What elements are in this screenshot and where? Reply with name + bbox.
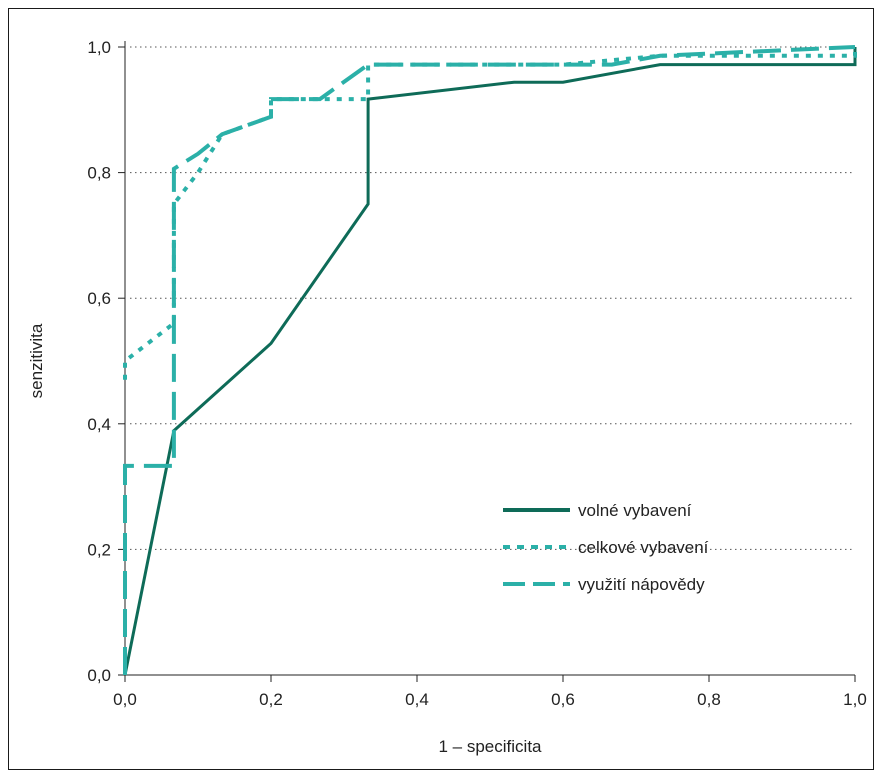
series-line-3 [123, 45, 856, 675]
legend-label: celkové vybavení [578, 538, 709, 557]
y-tick-label: 0,4 [87, 415, 111, 434]
y-tick-label: 1,0 [87, 38, 111, 57]
y-tick-label: 0,0 [87, 666, 111, 685]
axes [124, 41, 855, 676]
grid-lines [130, 46, 855, 550]
y-tick-label: 0,2 [87, 540, 111, 559]
x-tick-label: 0,4 [405, 690, 429, 709]
x-axis-label: 1 – specificita [439, 737, 543, 756]
chart-frame [8, 8, 874, 770]
legend: volné vybavení celkové vybavení využití ná… [503, 501, 709, 594]
legend-label: využití nápovědy [578, 575, 705, 594]
x-tick-label: 0,0 [113, 690, 137, 709]
y-axis-label: senzitivita [27, 323, 46, 398]
x-tick-label: 0,6 [551, 690, 575, 709]
y-tick-label: 0,8 [87, 164, 111, 183]
legend-label: volné vybavení [578, 501, 692, 520]
x-tick-label: 0,8 [697, 690, 721, 709]
series-lines [123, 45, 857, 676]
x-tick-label: 0,2 [259, 690, 283, 709]
series-line-2 [123, 47, 857, 380]
y-axis-ticks: 0,0 0,2 0,4 0,6 0,8 1,0 [87, 38, 125, 685]
x-axis-ticks: 0,0 0,2 0,4 0,6 0,8 1,0 [113, 675, 867, 709]
series-line-1 [123, 47, 857, 676]
x-tick-label: 1,0 [843, 690, 867, 709]
y-tick-label: 0,6 [87, 289, 111, 308]
